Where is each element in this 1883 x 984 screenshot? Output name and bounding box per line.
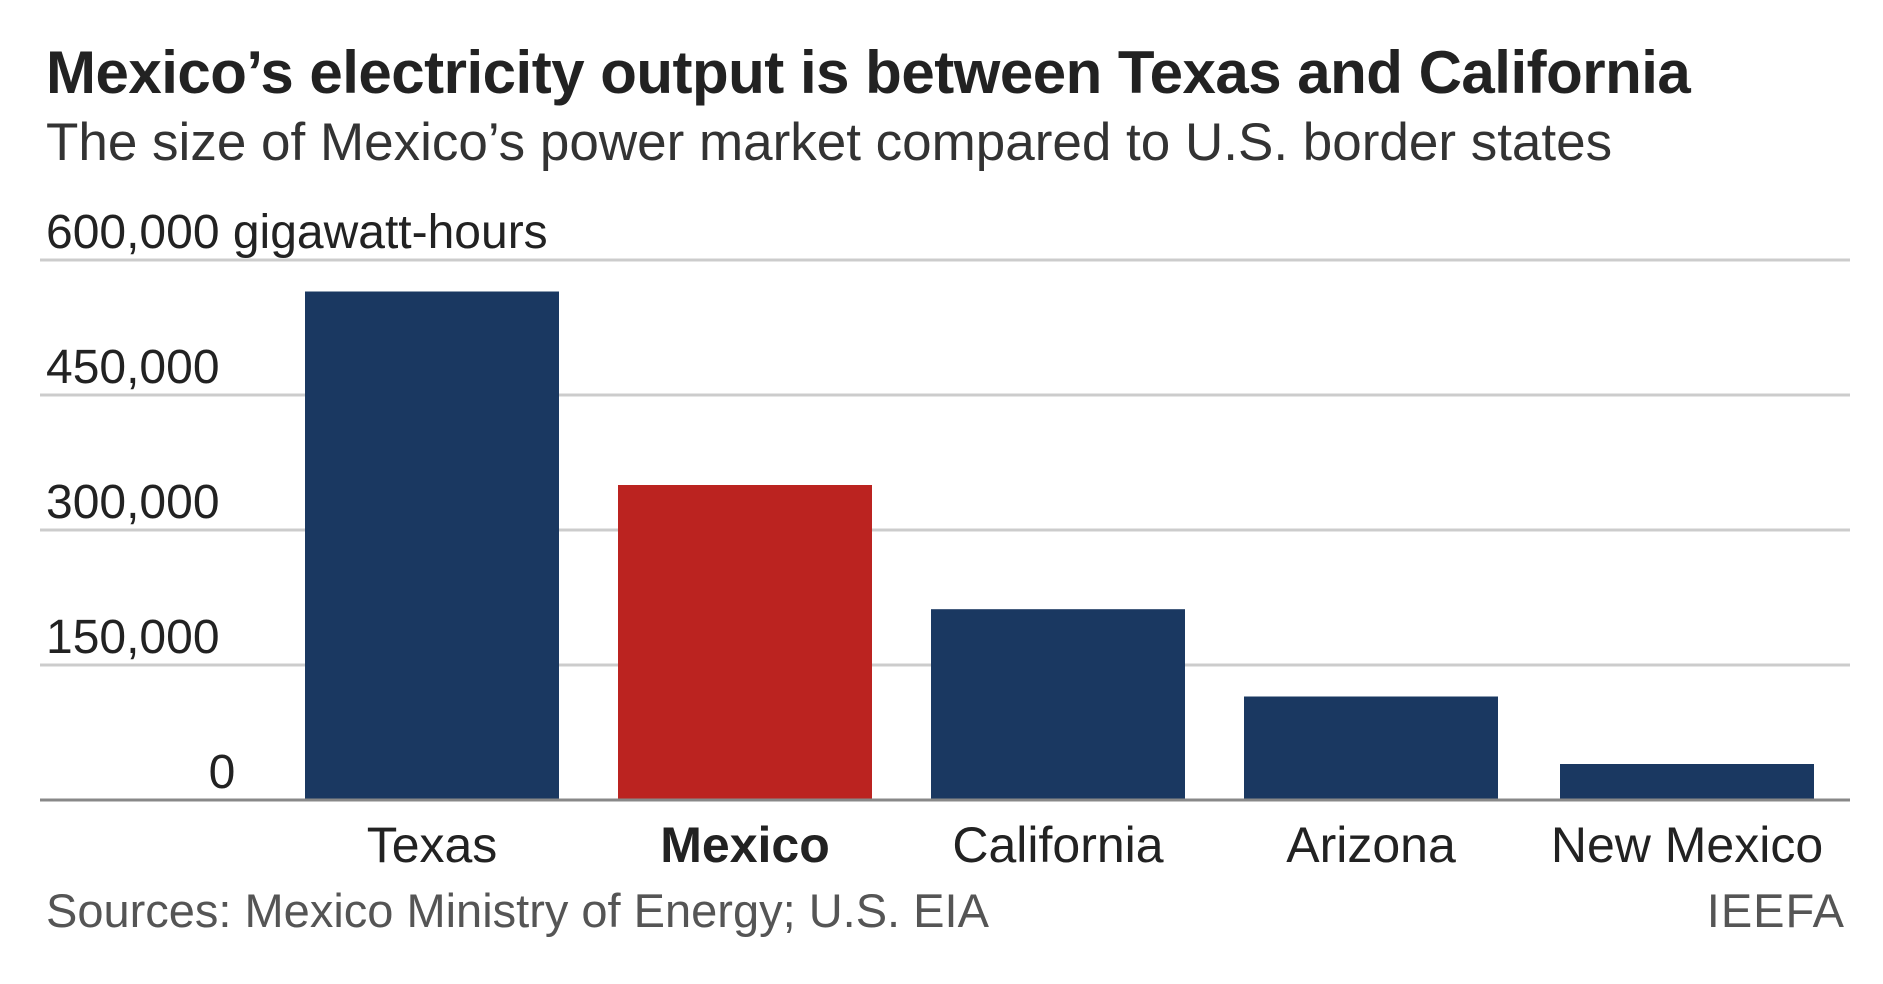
y-tick-label: 0 bbox=[209, 746, 236, 799]
bar-mexico bbox=[618, 485, 872, 800]
x-tick-label: Mexico bbox=[660, 817, 830, 873]
y-tick-label: 150,000 bbox=[46, 611, 220, 664]
x-tick-label: New Mexico bbox=[1551, 817, 1823, 873]
y-tick-label: 450,000 bbox=[46, 341, 220, 394]
credit-logo: IEEFA bbox=[1706, 884, 1845, 937]
bars bbox=[305, 291, 1814, 800]
chart-title: Mexico’s electricity output is between T… bbox=[46, 39, 1691, 106]
x-tick-label: California bbox=[952, 817, 1163, 873]
chart-subtitle: The size of Mexico’s power market compar… bbox=[46, 113, 1613, 172]
x-tick-label: Texas bbox=[367, 817, 498, 873]
source-note: Sources: Mexico Ministry of Energy; U.S.… bbox=[46, 884, 989, 937]
x-axis-category-labels: Texas Mexico California Arizona New Mexico bbox=[367, 817, 1823, 873]
y-axis-tick-labels: 0 150,000 300,000 450,000 600,000 gigawatt-h… bbox=[46, 206, 548, 799]
x-tick-label: Arizona bbox=[1286, 817, 1456, 873]
bar-new-mexico bbox=[1560, 764, 1814, 800]
bar-arizona bbox=[1244, 696, 1498, 800]
bar-texas bbox=[305, 291, 559, 800]
y-tick-label: 300,000 bbox=[46, 476, 220, 529]
y-tick-label: 600,000 gigawatt-hours bbox=[46, 206, 548, 259]
bar-california bbox=[931, 609, 1185, 800]
